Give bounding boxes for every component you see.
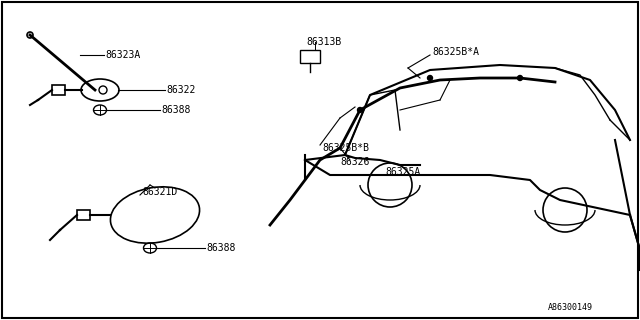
Circle shape (518, 76, 522, 81)
Text: 86325B*B: 86325B*B (322, 143, 369, 153)
Circle shape (358, 108, 362, 113)
Text: 86323A: 86323A (105, 50, 140, 60)
Text: 86388: 86388 (161, 105, 190, 115)
Text: 86325B*A: 86325B*A (432, 47, 479, 57)
Bar (52, 85, 65, 95)
Text: 86313B: 86313B (306, 37, 341, 47)
Text: A86300149: A86300149 (547, 303, 593, 313)
Text: 86322: 86322 (166, 85, 195, 95)
Circle shape (428, 76, 433, 81)
Text: 86325A: 86325A (385, 167, 420, 177)
Text: 86326: 86326 (340, 157, 369, 167)
Text: 86388: 86388 (206, 243, 236, 253)
Bar (300, 50, 320, 63)
Bar (77, 210, 90, 220)
Text: 86321D: 86321D (142, 187, 177, 197)
